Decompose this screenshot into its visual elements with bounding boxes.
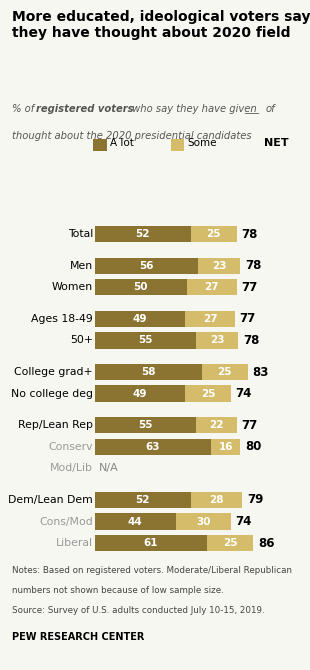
Text: 30: 30	[196, 517, 211, 527]
Text: 77: 77	[241, 281, 258, 293]
Text: 79: 79	[247, 494, 263, 507]
Bar	[95, 439, 211, 455]
Bar	[198, 257, 240, 274]
Text: of: of	[265, 104, 275, 114]
Bar	[95, 257, 198, 274]
Text: thought about the 2020 presidential candidates: thought about the 2020 presidential cand…	[12, 131, 252, 141]
Text: 52: 52	[135, 495, 150, 505]
Text: 44: 44	[128, 517, 143, 527]
Text: 55: 55	[138, 336, 153, 346]
Text: 23: 23	[212, 261, 226, 271]
Text: 74: 74	[236, 515, 252, 528]
Text: 25: 25	[223, 538, 237, 548]
Text: 49: 49	[133, 314, 147, 324]
Text: NET: NET	[264, 139, 288, 148]
Bar	[176, 513, 231, 530]
Text: 25: 25	[201, 389, 215, 399]
Bar	[95, 332, 196, 348]
Bar	[95, 513, 176, 530]
Text: who say they have given: who say they have given	[129, 104, 256, 114]
Bar	[185, 385, 231, 402]
Text: Liberal: Liberal	[56, 538, 93, 548]
Bar	[95, 417, 196, 433]
Text: Total: Total	[68, 229, 93, 239]
Text: More educated, ideological voters say
they have thought about 2020 field: More educated, ideological voters say th…	[12, 10, 310, 40]
Bar	[207, 535, 253, 551]
Text: Rep/Lean Rep: Rep/Lean Rep	[18, 420, 93, 430]
Text: 49: 49	[133, 389, 147, 399]
Text: 78: 78	[245, 259, 261, 272]
Text: 27: 27	[203, 314, 217, 324]
Text: 56: 56	[139, 261, 154, 271]
Text: Ages 18-49: Ages 18-49	[31, 314, 93, 324]
Bar	[95, 279, 187, 295]
Text: 55: 55	[138, 420, 153, 430]
Text: 27: 27	[205, 282, 219, 292]
Bar	[196, 417, 237, 433]
Bar	[191, 492, 242, 508]
Bar	[202, 364, 248, 380]
Text: Conserv: Conserv	[48, 442, 93, 452]
Text: Notes: Based on registered voters. Moderate/Liberal Republican: Notes: Based on registered voters. Moder…	[12, 566, 292, 575]
Text: No college deg: No college deg	[11, 389, 93, 399]
Text: N/A: N/A	[99, 464, 118, 474]
Text: Cons/Mod: Cons/Mod	[39, 517, 93, 527]
Text: Some: Some	[188, 139, 217, 148]
Text: % of: % of	[12, 104, 38, 114]
Text: 22: 22	[209, 420, 224, 430]
Text: 25: 25	[206, 229, 221, 239]
Text: 23: 23	[210, 336, 224, 346]
Bar	[95, 226, 191, 243]
Bar	[196, 332, 238, 348]
Text: Women: Women	[52, 282, 93, 292]
Text: A lot: A lot	[110, 139, 134, 148]
Bar	[191, 226, 237, 243]
Text: 74: 74	[236, 387, 252, 400]
Text: 28: 28	[209, 495, 224, 505]
Bar	[185, 311, 235, 327]
Text: 78: 78	[241, 228, 258, 241]
Text: 63: 63	[146, 442, 160, 452]
Text: Source: Survey of U.S. adults conducted July 10-15, 2019.: Source: Survey of U.S. adults conducted …	[12, 606, 265, 615]
Bar	[211, 439, 240, 455]
Text: 86: 86	[258, 537, 274, 549]
Bar	[95, 311, 185, 327]
Text: 25: 25	[217, 367, 232, 377]
Text: 50+: 50+	[70, 336, 93, 346]
Text: 50: 50	[134, 282, 148, 292]
Text: 83: 83	[252, 366, 269, 379]
Text: registered voters: registered voters	[36, 104, 133, 114]
Text: 58: 58	[141, 367, 156, 377]
Text: Men: Men	[70, 261, 93, 271]
Text: Mod/Lib: Mod/Lib	[50, 464, 93, 474]
Text: Dem/Lean Dem: Dem/Lean Dem	[8, 495, 93, 505]
Text: PEW RESEARCH CENTER: PEW RESEARCH CENTER	[12, 632, 145, 642]
Bar	[95, 385, 185, 402]
Text: College grad+: College grad+	[14, 367, 93, 377]
Text: 77: 77	[239, 312, 256, 326]
Text: 61: 61	[144, 538, 158, 548]
Text: numbers not shown because of low sample size.: numbers not shown because of low sample …	[12, 586, 224, 595]
Bar	[95, 492, 191, 508]
Bar	[95, 535, 207, 551]
Text: 16: 16	[218, 442, 233, 452]
Text: 77: 77	[241, 419, 258, 431]
Text: 78: 78	[243, 334, 259, 347]
Bar	[95, 364, 202, 380]
Text: ___: ___	[245, 104, 259, 114]
Text: 80: 80	[245, 440, 261, 454]
Text: 52: 52	[135, 229, 150, 239]
Bar	[187, 279, 237, 295]
